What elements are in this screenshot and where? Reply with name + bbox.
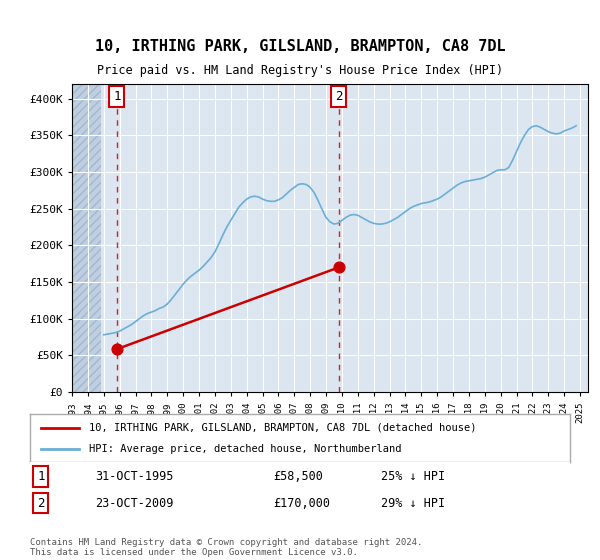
- Text: 25% ↓ HPI: 25% ↓ HPI: [381, 470, 445, 483]
- Text: Contains HM Land Registry data © Crown copyright and database right 2024.
This d: Contains HM Land Registry data © Crown c…: [30, 538, 422, 557]
- Text: 1: 1: [113, 90, 121, 103]
- Text: HPI: Average price, detached house, Northumberland: HPI: Average price, detached house, Nort…: [89, 444, 402, 454]
- HPI: Average price, detached house, Northumberland: (2.02e+03, 2.59e+05): Average price, detached house, Northumbe…: [425, 199, 433, 206]
- HPI: Average price, detached house, Northumberland: (2.02e+03, 3.56e+05): Average price, detached house, Northumbe…: [560, 128, 568, 134]
- HPI: Average price, detached house, Northumberland: (2e+03, 2.34e+05): Average price, detached house, Northumbe…: [227, 217, 235, 224]
- Text: Price paid vs. HM Land Registry's House Price Index (HPI): Price paid vs. HM Land Registry's House …: [97, 64, 503, 77]
- Text: 1: 1: [37, 470, 44, 483]
- Text: 29% ↓ HPI: 29% ↓ HPI: [381, 497, 445, 510]
- Text: 10, IRTHING PARK, GILSLAND, BRAMPTON, CA8 7DL: 10, IRTHING PARK, GILSLAND, BRAMPTON, CA…: [95, 39, 505, 54]
- HPI: Average price, detached house, Northumberland: (2.02e+03, 2.9e+05): Average price, detached house, Northumbe…: [473, 176, 481, 183]
- HPI: Average price, detached house, Northumberland: (2.02e+03, 3.63e+05): Average price, detached house, Northumbe…: [572, 123, 580, 129]
- Line: HPI: Average price, detached house, Northumberland: HPI: Average price, detached house, Nort…: [104, 126, 576, 335]
- Text: £170,000: £170,000: [273, 497, 330, 510]
- HPI: Average price, detached house, Northumberland: (2e+03, 1.71e+05): Average price, detached house, Northumbe…: [199, 263, 206, 270]
- HPI: Average price, detached house, Northumberland: (2.01e+03, 2.35e+05): Average price, detached house, Northumbe…: [362, 216, 370, 223]
- Point: [334, 263, 344, 272]
- Text: 2: 2: [335, 90, 343, 103]
- Bar: [72, 84, 101, 392]
- HPI: Average price, detached house, Northumberland: (2e+03, 7.8e+04): Average price, detached house, Northumbe…: [100, 332, 107, 338]
- 10, IRTHING PARK, GILSLAND, BRAMPTON, CA8 7DL (detached house): [335, 264, 343, 270]
- Text: 23-OCT-2009: 23-OCT-2009: [95, 497, 173, 510]
- Point: [112, 344, 122, 353]
- Text: 31-OCT-1995: 31-OCT-1995: [95, 470, 173, 483]
- Line: 10, IRTHING PARK, GILSLAND, BRAMPTON, CA8 7DL (detached house): 10, IRTHING PARK, GILSLAND, BRAMPTON, CA…: [117, 267, 339, 349]
- 10, IRTHING PARK, GILSLAND, BRAMPTON, CA8 7DL (detached house): [113, 346, 121, 352]
- Text: 2: 2: [37, 497, 44, 510]
- HPI: Average price, detached house, Northumberland: (2.02e+03, 3.63e+05): Average price, detached house, Northumbe…: [533, 123, 540, 129]
- Text: 10, IRTHING PARK, GILSLAND, BRAMPTON, CA8 7DL (detached house): 10, IRTHING PARK, GILSLAND, BRAMPTON, CA…: [89, 423, 477, 433]
- Text: £58,500: £58,500: [273, 470, 323, 483]
